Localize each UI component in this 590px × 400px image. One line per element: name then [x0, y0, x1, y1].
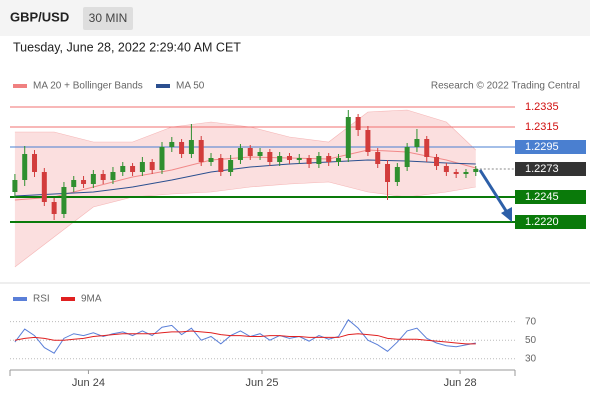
y-tick-label: 50 [525, 335, 537, 346]
x-tick-label: Jun 24 [72, 377, 105, 389]
candle-body [61, 187, 67, 214]
credit: Research © 2022 Trading Central [431, 81, 580, 92]
candle-body [198, 140, 204, 162]
candle-body [90, 174, 96, 184]
candle-body [41, 172, 47, 202]
candle-body [335, 158, 341, 162]
y-tick-label: 30 [525, 353, 537, 364]
legend-label: MA 20 + Bollinger Bands [33, 81, 143, 92]
y-tick-label: 70 [525, 316, 537, 327]
level-label: 1.2273 [525, 163, 559, 175]
candle-body [149, 162, 155, 170]
candle-body [434, 157, 440, 166]
level-label: 1.2295 [525, 141, 559, 153]
candle-body [139, 162, 145, 172]
x-tick-label: Jun 25 [245, 377, 278, 389]
candle-body [237, 148, 243, 160]
candle-body [179, 142, 185, 154]
candle-body [228, 160, 234, 172]
candle-body [414, 139, 420, 147]
candle-body [365, 130, 371, 152]
candle-body [375, 152, 381, 164]
candle-body [32, 154, 38, 172]
candle-body [120, 166, 126, 172]
candle-body [296, 158, 302, 160]
level-tag [515, 140, 586, 154]
x-tick-label: Jun 28 [444, 377, 477, 389]
candle-body [159, 147, 165, 170]
legend-swatch [13, 84, 27, 88]
candle-body [385, 164, 391, 182]
legend-label: MA 50 [176, 81, 205, 92]
candle-body [81, 180, 87, 184]
candle-body [345, 117, 351, 158]
candle-body [51, 202, 57, 214]
candle-body [316, 156, 322, 164]
candle-body [208, 158, 214, 162]
candle-body [257, 152, 263, 156]
legend-label: 9MA [81, 294, 102, 305]
candle-body [404, 147, 410, 167]
candle-body [286, 156, 292, 160]
legend-swatch [61, 297, 75, 301]
candle-body [100, 174, 106, 180]
candle-body [424, 139, 430, 157]
candle-body [22, 154, 28, 180]
candle-body [306, 158, 312, 164]
level-tag [515, 162, 586, 176]
forecast-arrow [478, 169, 510, 215]
level-label: 1.2220 [525, 216, 559, 228]
arrow-head [501, 207, 512, 222]
candle-body [355, 117, 361, 130]
candle-body [188, 140, 194, 154]
plot-layer: MA 20 + Bollinger Bands MA 50 1.2335 1.2315… [10, 81, 586, 389]
bollinger-area [14, 110, 476, 267]
rsi-line [14, 319, 476, 354]
level-label: 1.2335 [525, 101, 559, 113]
level-tag [515, 190, 586, 204]
legend-swatch [13, 297, 27, 301]
candle-body [247, 148, 253, 156]
candle-body [277, 156, 283, 162]
symbol: GBP/USD [10, 9, 69, 24]
level-label: 1.2315 [525, 121, 559, 133]
candle-body [326, 156, 332, 162]
candle-body [110, 172, 116, 180]
legend-swatch [156, 84, 170, 88]
candle-body [169, 142, 175, 147]
legend-label: RSI [33, 294, 50, 305]
candle-body [267, 152, 273, 162]
level-label: 1.2245 [525, 191, 559, 203]
candle-body [218, 158, 224, 172]
candle-body [12, 180, 18, 192]
candle-body [71, 180, 77, 187]
candle-body [463, 172, 469, 174]
timestamp: Tuesday, June 28, 2022 2:29:40 AM CET [13, 40, 241, 54]
rsi-line [14, 330, 476, 345]
candle-body [130, 166, 136, 172]
candle-body [453, 172, 459, 174]
interval-button[interactable] [83, 7, 133, 30]
level-tag [515, 215, 586, 229]
candle-body [443, 166, 449, 172]
interval-label[interactable]: 30 MIN [89, 11, 128, 25]
candle-body [473, 169, 479, 172]
candle-body [394, 167, 400, 182]
